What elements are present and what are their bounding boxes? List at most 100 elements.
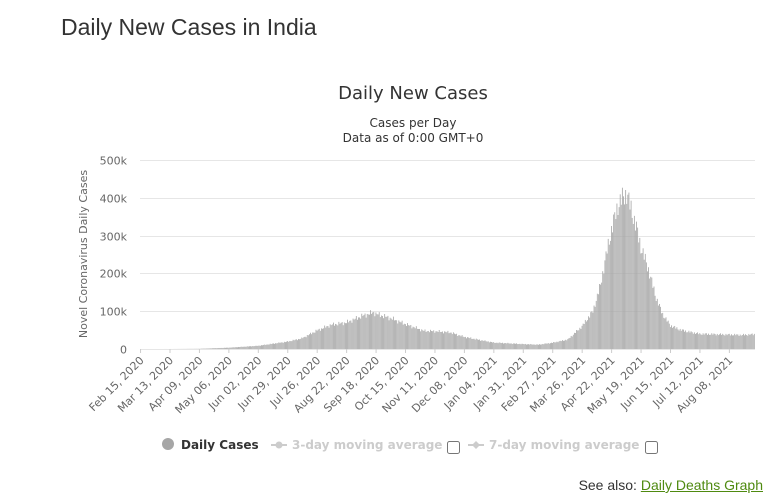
bar[interactable] (617, 215, 619, 349)
bar[interactable] (423, 330, 425, 349)
bar[interactable] (228, 347, 230, 349)
bar[interactable] (385, 316, 387, 349)
bar[interactable] (237, 347, 238, 349)
bar[interactable] (691, 332, 693, 349)
bar[interactable] (702, 333, 704, 349)
bar[interactable] (336, 324, 338, 349)
bar[interactable] (571, 336, 573, 349)
bar[interactable] (323, 328, 325, 349)
bar[interactable] (251, 346, 253, 349)
bar[interactable] (291, 341, 293, 349)
bar[interactable] (632, 223, 634, 349)
bar[interactable] (389, 317, 391, 349)
bar[interactable] (627, 194, 629, 349)
bar[interactable] (637, 227, 639, 349)
bar[interactable] (355, 316, 357, 349)
bar[interactable] (519, 343, 521, 349)
bar[interactable] (558, 341, 560, 349)
bar[interactable] (570, 335, 572, 349)
bar[interactable] (277, 343, 279, 349)
bar[interactable] (594, 306, 596, 349)
bar[interactable] (661, 313, 663, 349)
bar[interactable] (280, 342, 282, 349)
bar[interactable] (642, 248, 644, 349)
bar[interactable] (739, 334, 741, 349)
bar[interactable] (384, 314, 386, 349)
bar[interactable] (378, 312, 380, 349)
bar[interactable] (446, 332, 448, 349)
bar[interactable] (232, 347, 234, 349)
bar[interactable] (544, 343, 546, 349)
bar[interactable] (721, 334, 723, 349)
bar[interactable] (268, 344, 270, 349)
bar[interactable] (708, 333, 709, 349)
bar[interactable] (230, 347, 232, 349)
bar[interactable] (664, 318, 666, 349)
bar[interactable] (350, 320, 352, 350)
bar[interactable] (310, 332, 311, 349)
bar[interactable] (641, 253, 643, 349)
bar[interactable] (223, 347, 225, 349)
bar-series[interactable] (160, 187, 755, 350)
bar[interactable] (673, 326, 675, 349)
bar[interactable] (333, 322, 334, 349)
bar[interactable] (439, 331, 441, 349)
bar[interactable] (606, 253, 608, 349)
bar[interactable] (406, 326, 407, 349)
bar[interactable] (572, 334, 574, 349)
bar[interactable] (241, 346, 243, 349)
bar[interactable] (608, 244, 610, 349)
bar[interactable] (376, 314, 378, 349)
bar[interactable] (364, 313, 366, 349)
bar[interactable] (559, 340, 561, 349)
bar[interactable] (289, 340, 291, 349)
bar[interactable] (536, 344, 538, 349)
bar[interactable] (677, 329, 679, 349)
bar[interactable] (487, 341, 489, 349)
bar[interactable] (261, 345, 262, 349)
bar[interactable] (533, 344, 535, 349)
bar[interactable] (349, 320, 351, 349)
bar[interactable] (420, 331, 422, 349)
bar[interactable] (479, 339, 480, 349)
bar[interactable] (259, 345, 261, 349)
bar[interactable] (411, 328, 413, 349)
bar[interactable] (712, 334, 714, 349)
bar[interactable] (288, 341, 290, 349)
bar[interactable] (701, 334, 703, 349)
daily-deaths-graph-link[interactable]: Daily Deaths Graph (640, 477, 763, 493)
bar[interactable] (371, 313, 372, 349)
bar[interactable] (363, 314, 365, 349)
bar[interactable] (603, 273, 605, 349)
bar[interactable] (293, 340, 295, 349)
bar[interactable] (464, 336, 466, 349)
bar[interactable] (221, 347, 223, 349)
bar[interactable] (522, 343, 524, 349)
bar[interactable] (493, 342, 495, 349)
bar[interactable] (219, 348, 221, 349)
bar[interactable] (438, 330, 440, 349)
bar[interactable] (491, 341, 492, 349)
bar[interactable] (471, 338, 473, 349)
bar[interactable] (207, 348, 209, 349)
bar[interactable] (649, 278, 651, 349)
bar[interactable] (231, 347, 233, 349)
bar[interactable] (681, 329, 683, 349)
bar[interactable] (213, 348, 214, 349)
bar[interactable] (468, 337, 470, 349)
bar[interactable] (297, 340, 298, 349)
bar[interactable] (511, 343, 513, 349)
bar[interactable] (402, 324, 404, 349)
bar[interactable] (725, 333, 727, 349)
bar[interactable] (650, 276, 652, 349)
bar[interactable] (273, 343, 274, 349)
bar[interactable] (394, 320, 395, 349)
bar[interactable] (387, 315, 389, 349)
bar[interactable] (623, 196, 624, 349)
bar[interactable] (713, 333, 715, 349)
legend-item-3-day-average[interactable]: 3-day moving average (271, 438, 442, 452)
bar[interactable] (692, 333, 694, 349)
bar[interactable] (367, 314, 369, 349)
bar[interactable] (388, 320, 390, 349)
bar[interactable] (312, 332, 314, 349)
